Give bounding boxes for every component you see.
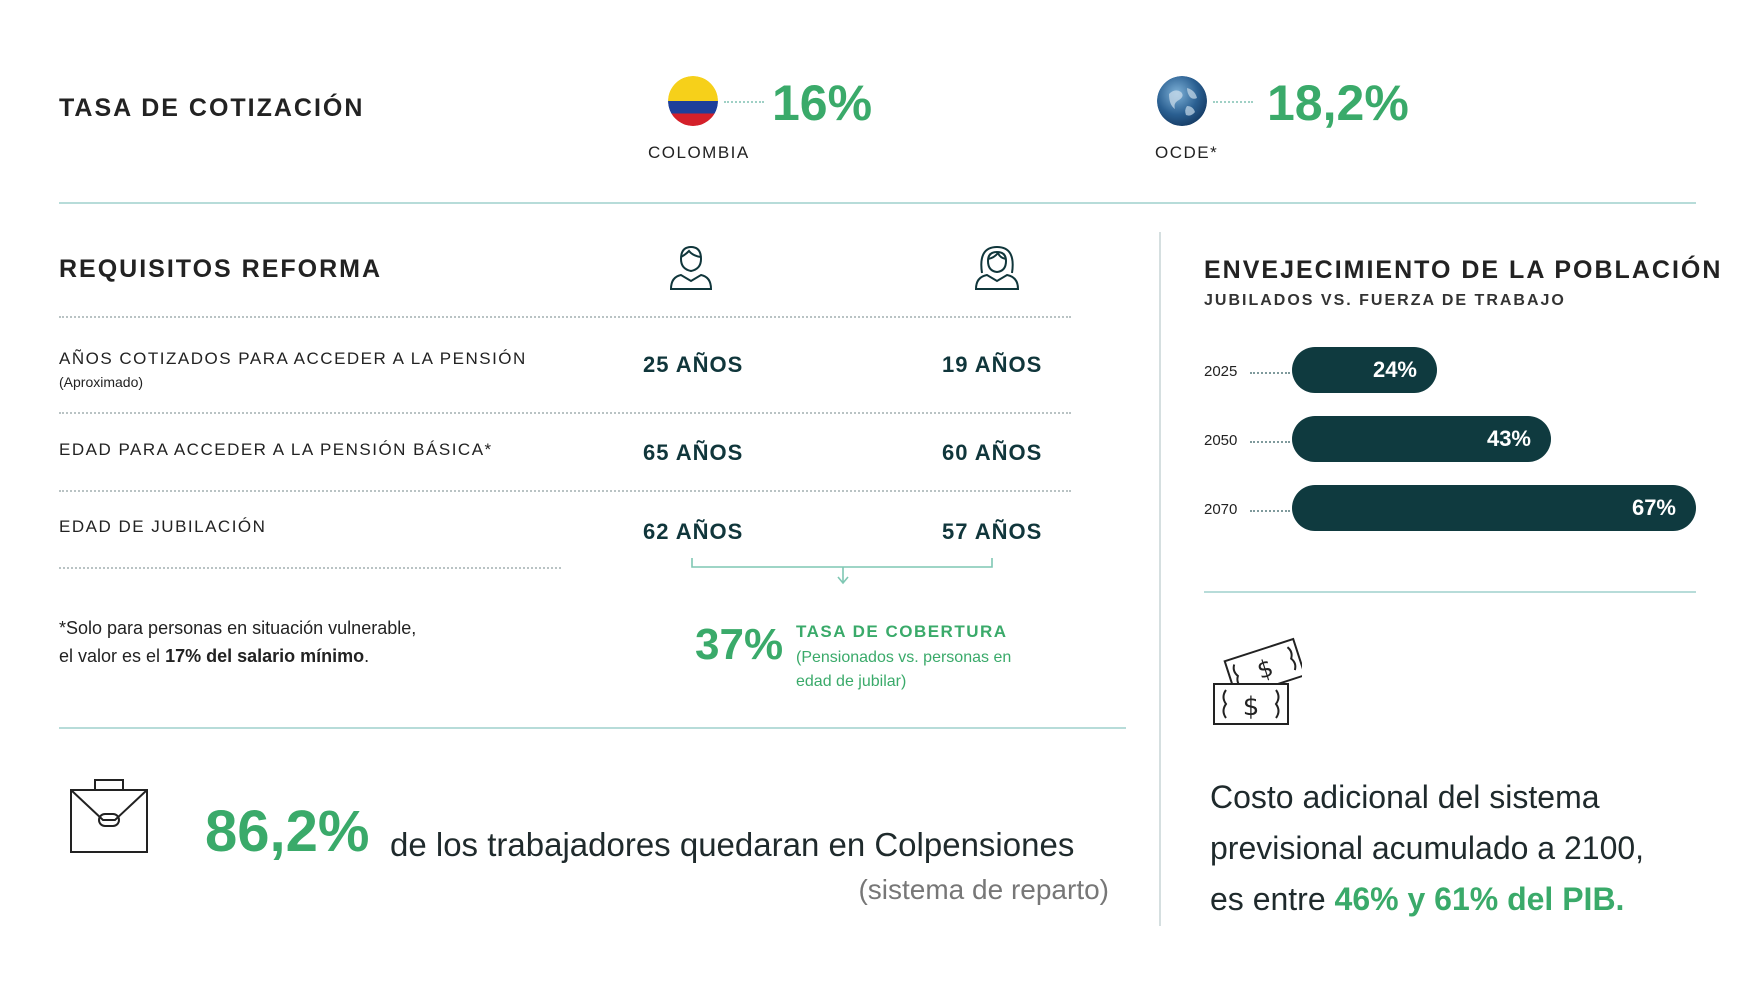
req-divider-2 — [59, 490, 1071, 492]
row-sub-aproximado: (Aproximado) — [59, 374, 144, 390]
cobertura-value: 37% — [695, 620, 784, 669]
colpensiones-value: 86,2% — [205, 799, 370, 864]
colombia-flag-icon — [668, 76, 718, 126]
req-divider-3 — [59, 567, 561, 569]
bar-year-2050: 2050 — [1204, 432, 1238, 449]
middle-divider — [59, 727, 1126, 729]
woman-icon — [974, 243, 1020, 291]
value-mujer-edad-jubilacion: 57 AÑOS — [942, 519, 1043, 544]
envejecimiento-subtitle: JUBILADOS VS. FUERZA DE TRABAJO — [1204, 292, 1566, 309]
cobertura-title: TASA DE COBERTURA — [796, 622, 1008, 641]
req-divider-1 — [59, 412, 1071, 414]
bar-connector-2070 — [1250, 510, 1290, 512]
bar-2070: 67% — [1292, 485, 1696, 531]
requisitos-title: REQUISITOS REFORMA — [59, 255, 383, 283]
footnote-line-1: *Solo para personas en situación vulnera… — [59, 618, 417, 638]
bar-connector-2025 — [1250, 372, 1290, 374]
row-label-anos-cotizados: AÑOS COTIZADOS PARA ACCEDER A LA PENSIÓN — [59, 349, 527, 368]
bar-label-2050: 43% — [1486, 426, 1531, 451]
envejecimiento-title: ENVEJECIMIENTO DE LA POBLACIÓN — [1204, 256, 1723, 284]
bracket-arrow-icon — [690, 558, 996, 588]
ocde-label: OCDE* — [1155, 143, 1219, 162]
bar-year-2025: 2025 — [1204, 363, 1238, 380]
colombia-label: COLOMBIA — [648, 143, 750, 162]
bar-year-2070: 2070 — [1204, 501, 1238, 518]
costo-line-1: Costo adicional del sistema — [1210, 779, 1600, 815]
ocde-value: 18,2% — [1267, 75, 1409, 131]
top-divider — [59, 202, 1696, 204]
value-mujer-anos-cotizados: 19 AÑOS — [942, 352, 1043, 377]
cobertura-description: (Pensionados vs. personas en edad de jub… — [796, 649, 1012, 690]
colombia-value: 16% — [772, 75, 873, 131]
footnote-line-2: el valor es el 17% del salario mínimo. — [59, 646, 370, 666]
req-divider-0 — [59, 316, 1071, 318]
value-hombre-edad-jubilacion: 62 AÑOS — [643, 519, 744, 544]
man-icon — [669, 243, 713, 291]
bar-label-2025: 24% — [1372, 357, 1417, 382]
briefcase-icon — [69, 776, 149, 854]
bar-connector-2050 — [1250, 441, 1290, 443]
globe-icon — [1157, 76, 1207, 126]
right-divider — [1204, 591, 1696, 593]
bar-2050: 43% — [1292, 416, 1551, 462]
value-hombre-edad-pension: 65 AÑOS — [643, 440, 744, 465]
money-icon: $ $ — [1212, 636, 1302, 728]
bar-2025: 24% — [1292, 347, 1437, 393]
costo-line-2: previsional acumulado a 2100, — [1210, 830, 1645, 866]
row-label-edad-pension-basica: EDAD PARA ACCEDER A LA PENSIÓN BÁSICA* — [59, 440, 493, 459]
vertical-divider — [1159, 232, 1161, 926]
value-hombre-anos-cotizados: 25 AÑOS — [643, 352, 744, 377]
ocde-connector — [1213, 101, 1253, 103]
colpensiones-text: de los trabajadores quedaran en Colpensi… — [390, 826, 1075, 863]
footnote: *Solo para personas en situación vulnera… — [59, 614, 416, 670]
svg-text:$: $ — [1243, 692, 1260, 722]
costo-line-3: es entre 46% y 61% del PIB. — [1210, 881, 1625, 917]
costo-text: Costo adicional del sistema previsional … — [1210, 772, 1680, 925]
colpensiones-subtext: (sistema de reparto) — [858, 874, 1109, 905]
row-label-edad-jubilacion: EDAD DE JUBILACIÓN — [59, 517, 267, 536]
costo-highlight: 46% y 61% del PIB. — [1334, 881, 1625, 917]
tasa-title: TASA DE COTIZACIÓN — [59, 94, 365, 122]
bar-label-2070: 67% — [1631, 495, 1676, 520]
colombia-connector — [724, 101, 764, 103]
value-mujer-edad-pension: 60 AÑOS — [942, 440, 1043, 465]
svg-text:$: $ — [1254, 654, 1277, 685]
